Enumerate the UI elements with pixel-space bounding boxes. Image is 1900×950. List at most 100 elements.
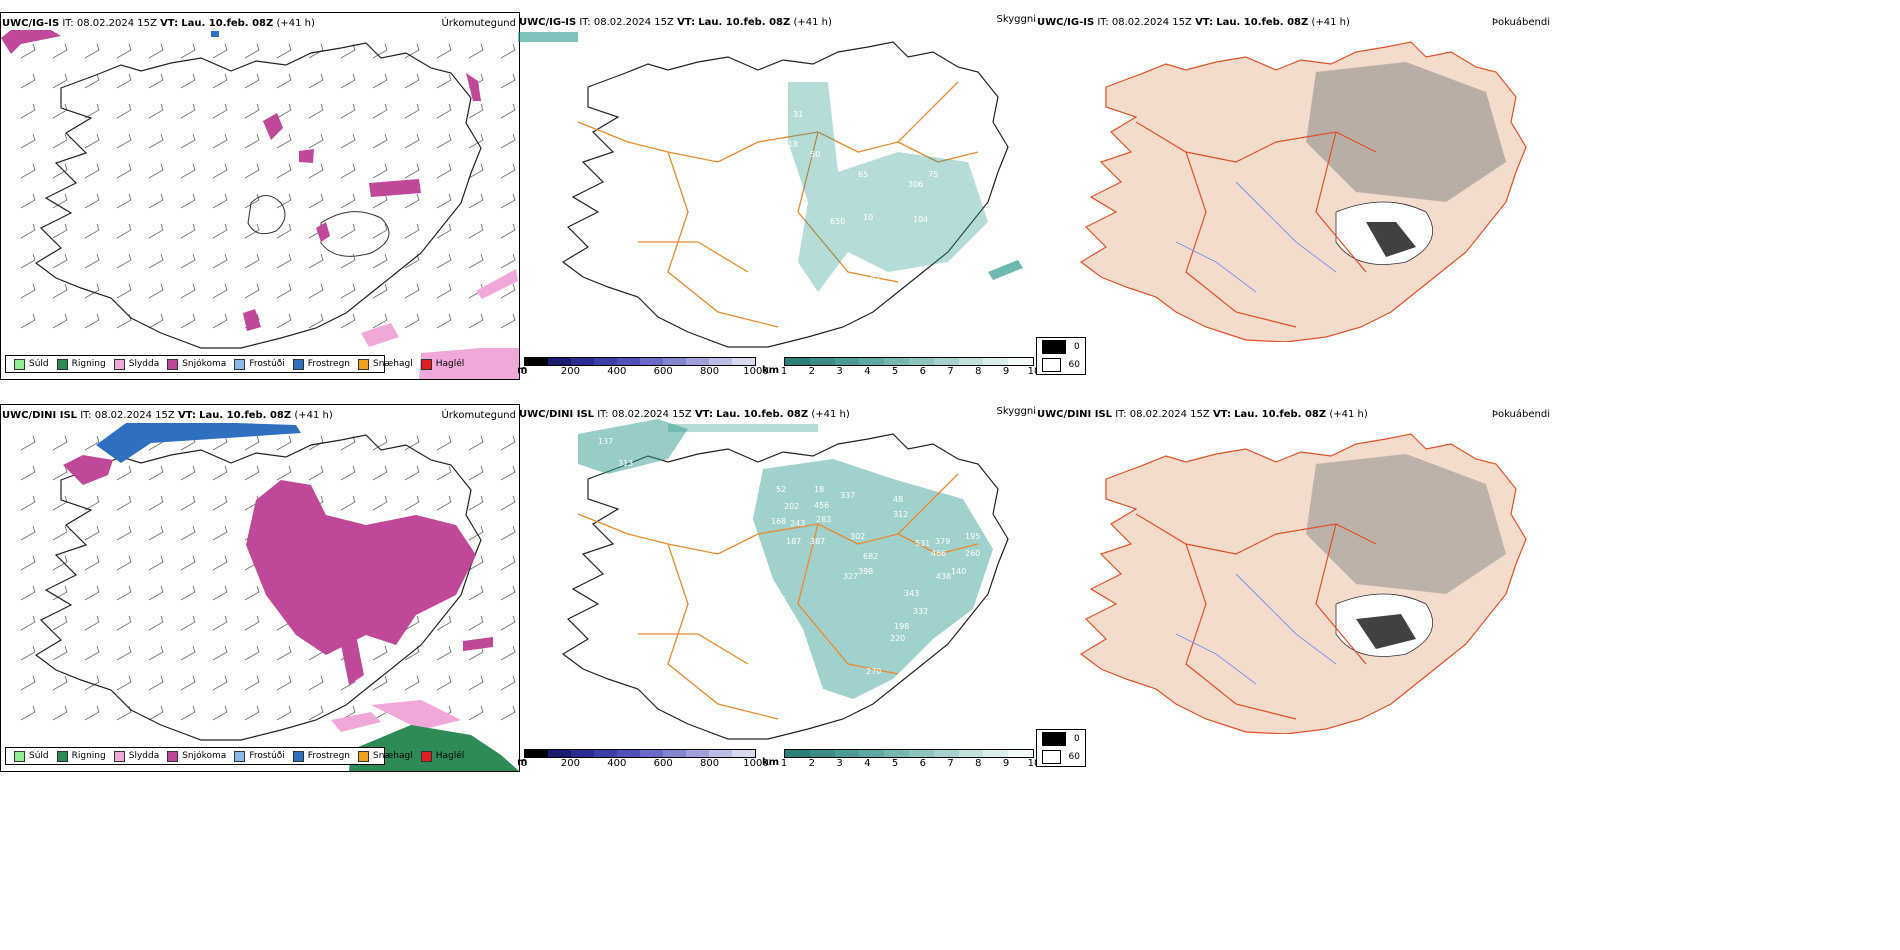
wind-barb (84, 103, 100, 119)
wind-barb (340, 133, 356, 149)
tick-label: 10 (1027, 366, 1038, 377)
cloud-label: 438 (936, 572, 951, 581)
legend-item: Frostregn (292, 750, 350, 762)
wind-barb (84, 223, 100, 239)
height-colorbar-ticks: 0 200 400 600 800 1000 (520, 758, 769, 770)
wind-barb (180, 525, 196, 541)
legend-item: Rigning (56, 750, 106, 762)
legend-item: Snæhagl (358, 750, 413, 762)
wind-barb (404, 313, 420, 329)
cloud-label: 260 (965, 549, 980, 558)
fog-swatch (1042, 750, 1061, 764)
wind-barb (436, 133, 452, 149)
wind-barb (276, 313, 292, 329)
cloud-label: 31 (793, 110, 803, 119)
wind-barb (276, 435, 292, 451)
cloud-map-bottom: 313 52 18 337 48 202 456 283 312 168 243… (561, 419, 1009, 740)
wind-barb (500, 163, 516, 179)
tick-label: 4 (864, 366, 871, 377)
wind-barb (20, 103, 36, 119)
wind-barb (436, 313, 452, 329)
wind-barb (116, 133, 132, 149)
wind-barb (180, 585, 196, 601)
wind-barb (308, 193, 324, 209)
tick-label: 0 (520, 758, 528, 769)
wind-barb (500, 283, 516, 299)
fog-title-top: UWC/IG-IS IT: 08.02.2024 15Z VT: Lau. 10… (1037, 17, 1350, 28)
wind-barb (148, 615, 164, 631)
road-network (577, 81, 979, 328)
cloud-title-bottom: UWC/DINI ISL IT: 08.02.2024 15Z VT: Lau.… (519, 409, 850, 420)
wind-barb (84, 585, 100, 601)
fog-legend-item: 60 (1037, 356, 1085, 374)
cloud-label: 531 (915, 539, 930, 548)
height-unit-bottom: m (518, 757, 528, 768)
height-colorbar-top: 0 200 400 600 800 1000 (521, 357, 769, 378)
wind-barb (372, 675, 388, 691)
wind-barb (468, 615, 484, 631)
wind-barb (20, 435, 36, 451)
wind-barb (20, 525, 36, 541)
wind-barb (212, 103, 228, 119)
wind-barb (404, 223, 420, 239)
wind-barb (212, 615, 228, 631)
wind-barb (276, 133, 292, 149)
fog-field-name-top: Þokuábendi (1491, 17, 1550, 28)
wind-barb (468, 223, 484, 239)
wind-barb (116, 675, 132, 691)
tick-label: 10 (1027, 758, 1038, 769)
cloud-label: 45 (776, 595, 786, 604)
wind-barb (148, 313, 164, 329)
sleet-area (371, 700, 461, 730)
wind-barb (180, 465, 196, 481)
wind-barb (20, 163, 36, 179)
cloud-label: 137 (598, 437, 613, 446)
cloud-label: 48 (893, 495, 903, 504)
cloud-height-labels: 12 31 18 50 306 65 650 10 104 75 87 57 (766, 110, 938, 320)
wind-barb (84, 525, 100, 541)
height-colorbar-ramp (524, 357, 756, 366)
wind-barb (212, 223, 228, 239)
wind-barb (148, 103, 164, 119)
tick-label: 8 (975, 758, 982, 769)
wind-barb (404, 495, 420, 511)
wind-barb (52, 73, 68, 89)
cloud-label: 379 (935, 537, 950, 546)
wind-barb (180, 645, 196, 661)
precip-legend-bottom: Súld Rigning Slydda Snjókoma Frostúði Fr… (5, 747, 464, 765)
wind-barb (500, 465, 516, 481)
cloud-label: 337 (840, 491, 855, 500)
wind-barb (20, 585, 36, 601)
snow-area (246, 480, 476, 655)
wind-barb (180, 73, 196, 89)
wind-barb (116, 73, 132, 89)
wind-barb (500, 103, 516, 119)
wind-barb (372, 495, 388, 511)
cloud-panel-bottom: UWC/DINI ISL IT: 08.02.2024 15Z VT: Lau.… (518, 404, 1038, 774)
tick-label: 4 (864, 758, 871, 769)
legend-item: Frostúði (234, 358, 285, 370)
cloud-title-top: UWC/IG-IS IT: 08.02.2024 15Z VT: Lau. 10… (519, 17, 832, 28)
wind-barb (148, 645, 164, 661)
wind-barb (52, 555, 68, 571)
cloud-label: 198 (894, 622, 909, 631)
river-network (1175, 181, 1337, 293)
fog-legend-item: 0 (1037, 730, 1085, 748)
vis-colorbar-ramp (784, 357, 1034, 366)
cloud-label: 343 (904, 589, 919, 598)
wind-barb (372, 253, 388, 269)
cloud-label: 140 (951, 567, 966, 576)
cloud-label: 18 (814, 485, 824, 494)
tick-label: 3 (836, 366, 843, 377)
tick-label: 6 (919, 758, 926, 769)
cloud-label: 195 (965, 532, 980, 541)
wind-barb (148, 253, 164, 269)
wind-barb (404, 73, 420, 89)
wind-barb (372, 193, 388, 209)
wind-barb (20, 313, 36, 329)
wind-barb (436, 645, 452, 661)
fog-area (1356, 614, 1416, 649)
tick-label: 400 (607, 758, 627, 769)
wind-barb (308, 253, 324, 269)
wind-barb (116, 223, 132, 239)
